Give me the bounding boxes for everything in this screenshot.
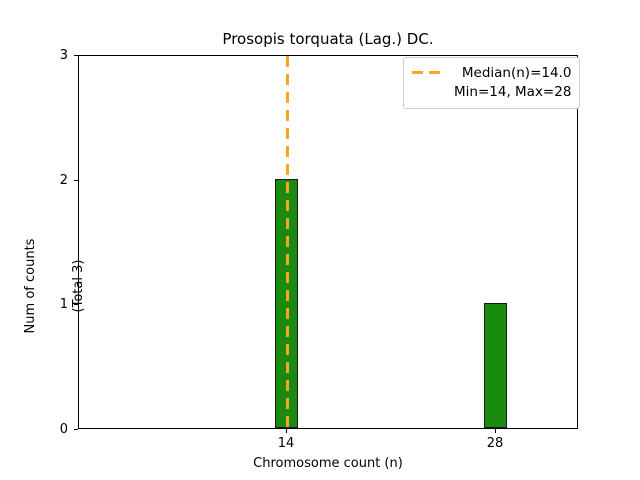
y-axis-tick-mark-0 (74, 429, 78, 430)
legend-item-range: Min=14, Max=28 (454, 84, 572, 100)
y-axis-title: Num of counts (Total 3) (0, 96, 119, 476)
page-title: Prosopis torquata (Lag.) DC. (222, 30, 434, 48)
legend-item-median: Median(n)=14.0 (461, 65, 572, 81)
y-axis-tick-mark-2 (74, 180, 78, 181)
legend-labels: Median(n)=14.0 Min=14, Max=28 (454, 64, 571, 102)
plot-area (78, 55, 578, 429)
y-axis-tick-label-1: 1 (59, 297, 68, 312)
bar-28 (484, 303, 507, 428)
x-axis-tick-mark-28 (495, 429, 496, 433)
y-axis-tick-mark-1 (74, 304, 78, 305)
y-axis-tick-label-3: 3 (59, 48, 68, 63)
y-axis-tick-label-0: 0 (59, 422, 68, 437)
y-axis-tick-label-2: 2 (59, 173, 68, 188)
dashed-line-icon (412, 64, 446, 80)
y-axis-title-line2: (Total 3) (71, 259, 86, 313)
x-axis-tick-label-28: 28 (486, 436, 504, 451)
y-axis-title-line1: Num of counts (23, 238, 38, 334)
y-axis-tick-mark-3 (74, 55, 78, 56)
legend: Median(n)=14.0 Min=14, Max=28 (403, 57, 581, 109)
x-axis-title: Chromosome count (n) (253, 456, 403, 471)
median-line (285, 56, 289, 428)
x-axis-tick-mark-14 (286, 429, 287, 433)
x-axis-tick-label-14: 14 (277, 436, 295, 451)
